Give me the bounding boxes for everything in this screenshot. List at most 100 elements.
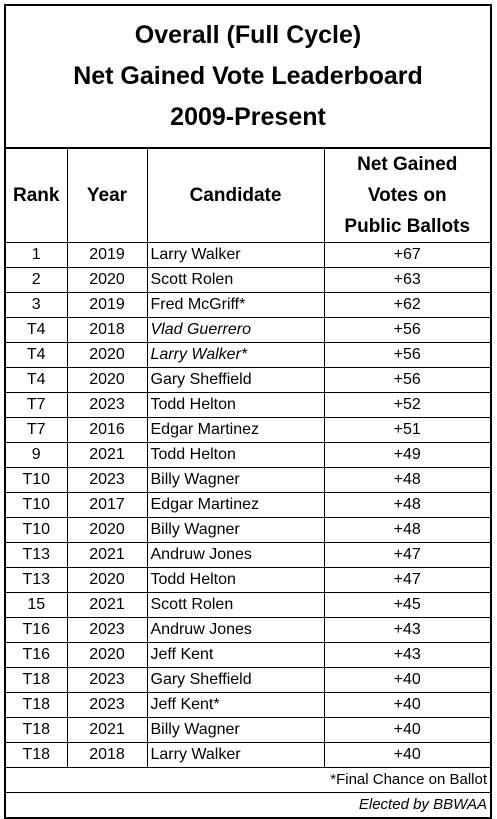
header-votes-line-3: Public Ballots xyxy=(344,216,471,237)
footnote-final-chance: *Final Chance on Ballot xyxy=(6,768,490,793)
candidate-cell: Edgar Martinez xyxy=(147,417,325,443)
year-cell: 2023 xyxy=(67,692,148,718)
header-candidate: Candidate xyxy=(147,149,325,243)
year-cell: 2020 xyxy=(67,342,148,368)
rank-cell: T18 xyxy=(6,717,68,743)
table-row: 3 2019 Fred McGriff* +62 xyxy=(6,292,490,318)
candidate-cell: Vlad Guerrero xyxy=(147,317,325,343)
table-row: T10 2017 Edgar Martinez +48 xyxy=(6,492,490,518)
rank-cell: T10 xyxy=(6,467,68,493)
votes-cell: +56 xyxy=(324,317,490,343)
candidate-cell: Scott Rolen xyxy=(147,592,325,618)
table-row: 1 2019 Larry Walker +67 xyxy=(6,242,490,268)
table-row: T18 2018 Larry Walker +40 xyxy=(6,742,490,768)
votes-cell: +51 xyxy=(324,417,490,443)
rank-cell: T18 xyxy=(6,692,68,718)
votes-cell: +40 xyxy=(324,717,490,743)
votes-cell: +48 xyxy=(324,517,490,543)
votes-cell: +67 xyxy=(324,242,490,268)
rank-cell: T4 xyxy=(6,342,68,368)
header-votes-line-1: Net Gained xyxy=(357,154,458,175)
candidate-cell: Billy Wagner xyxy=(147,517,325,543)
table-row: T18 2021 Billy Wagner +40 xyxy=(6,717,490,743)
title-block: Overall (Full Cycle) Net Gained Vote Lea… xyxy=(6,6,490,149)
votes-cell: +40 xyxy=(324,692,490,718)
title-line-2: Net Gained Vote Leaderboard xyxy=(73,62,423,90)
votes-cell: +48 xyxy=(324,467,490,493)
rank-cell: T18 xyxy=(6,742,68,768)
rank-cell: T7 xyxy=(6,392,68,418)
candidate-cell: Larry Walker xyxy=(147,742,325,768)
year-cell: 2018 xyxy=(67,742,148,768)
table-row: T13 2020 Todd Helton +47 xyxy=(6,567,490,593)
table-row: 9 2021 Todd Helton +49 xyxy=(6,442,490,468)
year-cell: 2021 xyxy=(67,717,148,743)
leaderboard-sheet: Overall (Full Cycle) Net Gained Vote Lea… xyxy=(4,4,492,819)
table-row: T10 2023 Billy Wagner +48 xyxy=(6,467,490,493)
year-cell: 2023 xyxy=(67,467,148,493)
votes-cell: +43 xyxy=(324,617,490,643)
table-row: T10 2020 Billy Wagner +48 xyxy=(6,517,490,543)
votes-cell: +62 xyxy=(324,292,490,318)
table-row: T18 2023 Gary Sheffield +40 xyxy=(6,667,490,693)
header-rank: Rank xyxy=(6,149,68,243)
votes-cell: +48 xyxy=(324,492,490,518)
candidate-cell: Edgar Martinez xyxy=(147,492,325,518)
rank-cell: 2 xyxy=(6,267,68,293)
year-cell: 2023 xyxy=(67,392,148,418)
table-row: T4 2018 Vlad Guerrero +56 xyxy=(6,317,490,343)
table-row: T7 2023 Todd Helton +52 xyxy=(6,392,490,418)
votes-cell: +56 xyxy=(324,342,490,368)
table-row: T18 2023 Jeff Kent* +40 xyxy=(6,692,490,718)
votes-cell: +56 xyxy=(324,367,490,393)
rank-cell: T10 xyxy=(6,492,68,518)
year-cell: 2016 xyxy=(67,417,148,443)
title-line-3: 2009-Present xyxy=(170,103,326,131)
votes-cell: +47 xyxy=(324,542,490,568)
candidate-cell: Larry Walker xyxy=(147,242,325,268)
year-cell: 2020 xyxy=(67,267,148,293)
candidate-cell: Fred McGriff* xyxy=(147,292,325,318)
rank-cell: 9 xyxy=(6,442,68,468)
year-cell: 2023 xyxy=(67,617,148,643)
title-line-1: Overall (Full Cycle) xyxy=(134,21,362,49)
table-row: T16 2020 Jeff Kent +43 xyxy=(6,642,490,668)
candidate-cell: Jeff Kent xyxy=(147,642,325,668)
candidate-cell: Todd Helton xyxy=(147,567,325,593)
header-year: Year xyxy=(67,149,148,243)
header-votes-line-2: Votes on xyxy=(367,185,447,206)
rank-cell: T13 xyxy=(6,542,68,568)
year-cell: 2018 xyxy=(67,317,148,343)
rank-cell: T10 xyxy=(6,517,68,543)
year-cell: 2020 xyxy=(67,517,148,543)
header-row: Rank Year Candidate Net Gained Votes on … xyxy=(6,149,490,243)
year-cell: 2020 xyxy=(67,642,148,668)
year-cell: 2019 xyxy=(67,292,148,318)
table-body: 1 2019 Larry Walker +67 2 2020 Scott Rolen +63 3… xyxy=(6,242,490,768)
candidate-cell: Larry Walker* xyxy=(147,342,325,368)
rank-cell: T18 xyxy=(6,667,68,693)
year-cell: 2019 xyxy=(67,242,148,268)
candidate-cell: Gary Sheffield xyxy=(147,367,325,393)
votes-cell: +43 xyxy=(324,642,490,668)
rank-cell: T16 xyxy=(6,617,68,643)
rank-cell: 15 xyxy=(6,592,68,618)
table-row: 2 2020 Scott Rolen +63 xyxy=(6,267,490,293)
year-cell: 2021 xyxy=(67,442,148,468)
candidate-cell: Todd Helton xyxy=(147,442,325,468)
table-row: T13 2021 Andruw Jones +47 xyxy=(6,542,490,568)
year-cell: 2020 xyxy=(67,567,148,593)
candidate-cell: Jeff Kent* xyxy=(147,692,325,718)
votes-cell: +47 xyxy=(324,567,490,593)
rank-cell: T13 xyxy=(6,567,68,593)
rank-cell: T4 xyxy=(6,317,68,343)
votes-cell: +49 xyxy=(324,442,490,468)
table-row: T4 2020 Larry Walker* +56 xyxy=(6,342,490,368)
year-cell: 2021 xyxy=(67,592,148,618)
table-row: T4 2020 Gary Sheffield +56 xyxy=(6,367,490,393)
leaderboard-table: Rank Year Candidate Net Gained Votes on … xyxy=(6,149,490,768)
rank-cell: 3 xyxy=(6,292,68,318)
table-row: T16 2023 Andruw Jones +43 xyxy=(6,617,490,643)
candidate-cell: Billy Wagner xyxy=(147,467,325,493)
votes-cell: +40 xyxy=(324,742,490,768)
